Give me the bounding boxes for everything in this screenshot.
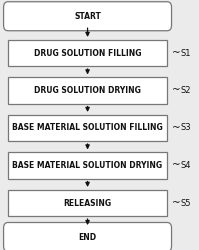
Text: ~: ~: [172, 160, 181, 170]
Text: S2: S2: [181, 86, 191, 95]
Text: ~: ~: [172, 48, 181, 58]
Text: S4: S4: [181, 161, 191, 170]
Text: START: START: [74, 12, 101, 21]
FancyBboxPatch shape: [8, 152, 167, 178]
Text: BASE MATERIAL SOLUTION FILLING: BASE MATERIAL SOLUTION FILLING: [12, 124, 163, 132]
FancyBboxPatch shape: [8, 40, 167, 66]
FancyBboxPatch shape: [4, 222, 172, 250]
Text: DRUG SOLUTION FILLING: DRUG SOLUTION FILLING: [34, 48, 141, 58]
Text: ~: ~: [172, 122, 181, 132]
FancyBboxPatch shape: [8, 190, 167, 216]
FancyBboxPatch shape: [8, 78, 167, 104]
Text: ~: ~: [172, 198, 181, 207]
Text: DRUG SOLUTION DRYING: DRUG SOLUTION DRYING: [34, 86, 141, 95]
Text: S5: S5: [181, 198, 191, 207]
Text: S1: S1: [181, 48, 191, 58]
FancyBboxPatch shape: [4, 2, 172, 31]
Text: RELEASING: RELEASING: [63, 198, 112, 207]
FancyBboxPatch shape: [8, 115, 167, 141]
Text: BASE MATERIAL SOLUTION DRYING: BASE MATERIAL SOLUTION DRYING: [13, 161, 163, 170]
Text: END: END: [78, 232, 97, 241]
Text: S3: S3: [181, 124, 191, 132]
Text: ~: ~: [172, 85, 181, 95]
